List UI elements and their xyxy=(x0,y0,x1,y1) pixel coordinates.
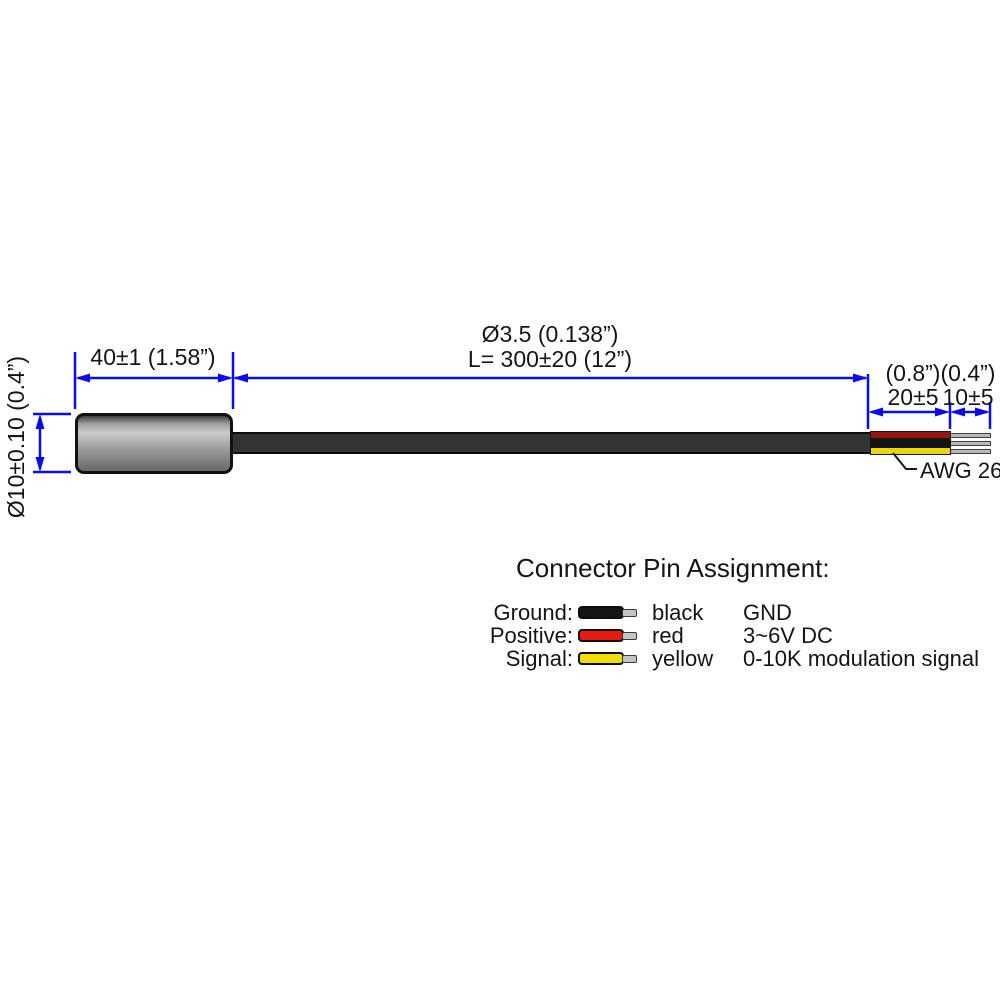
dim-strip-length xyxy=(868,402,952,429)
pin-row-ground: Ground: black GND xyxy=(420,599,995,625)
wire-gauge-label: AWG 26 xyxy=(920,458,1000,483)
awg-leader-line xyxy=(892,452,917,470)
pin-description: 3~6V DC xyxy=(743,622,833,648)
wire-swatch-yellow-icon xyxy=(578,652,640,665)
pin-row-signal: Signal: yellow 0-10K modulation signal xyxy=(420,645,995,671)
wire-swatch-black-icon xyxy=(578,606,640,619)
pin-row-positive: Positive: red 3~6V DC xyxy=(420,622,995,648)
dim-text-cable-diameter: Ø3.5 (0.138”) xyxy=(481,321,619,347)
dim-text-tip-mm: 10±5 xyxy=(942,384,994,410)
wire-color-name: yellow xyxy=(652,645,714,671)
dim-tip-length xyxy=(950,402,992,429)
pin-description: GND xyxy=(743,599,792,625)
pin-assignment-title: Connector Pin Assignment: xyxy=(516,553,830,583)
dim-cable-length xyxy=(233,373,870,429)
cable-wire-yellow xyxy=(870,447,951,455)
dim-module-diameter xyxy=(33,412,71,474)
dim-module-length xyxy=(73,352,235,409)
pin-description: 0-10K modulation signal xyxy=(743,645,980,671)
wire-color-name: black xyxy=(652,599,704,625)
dim-text-strip-inches: (0.8”) xyxy=(885,360,941,386)
dim-text-module-length: 40±1 (1.58”) xyxy=(90,344,216,370)
pin-label: Signal: xyxy=(505,645,573,671)
wire-color-name: red xyxy=(652,622,684,648)
cable-wire-black xyxy=(870,439,951,447)
dim-text-module-diameter: Ø10±0.10 (0.4”) xyxy=(3,355,29,519)
dim-text-strip-mm: 20±5 xyxy=(887,384,939,410)
laser-module-body xyxy=(75,413,233,474)
wire-swatch-red-icon xyxy=(578,629,640,642)
pin-label: Positive: xyxy=(489,622,573,648)
dim-text-cable-length: L= 300±20 (12”) xyxy=(467,346,633,372)
dim-text-tip-inches: (0.4”) xyxy=(940,360,996,386)
cable-wire-red xyxy=(870,431,951,439)
pin-label: Ground: xyxy=(493,599,574,625)
